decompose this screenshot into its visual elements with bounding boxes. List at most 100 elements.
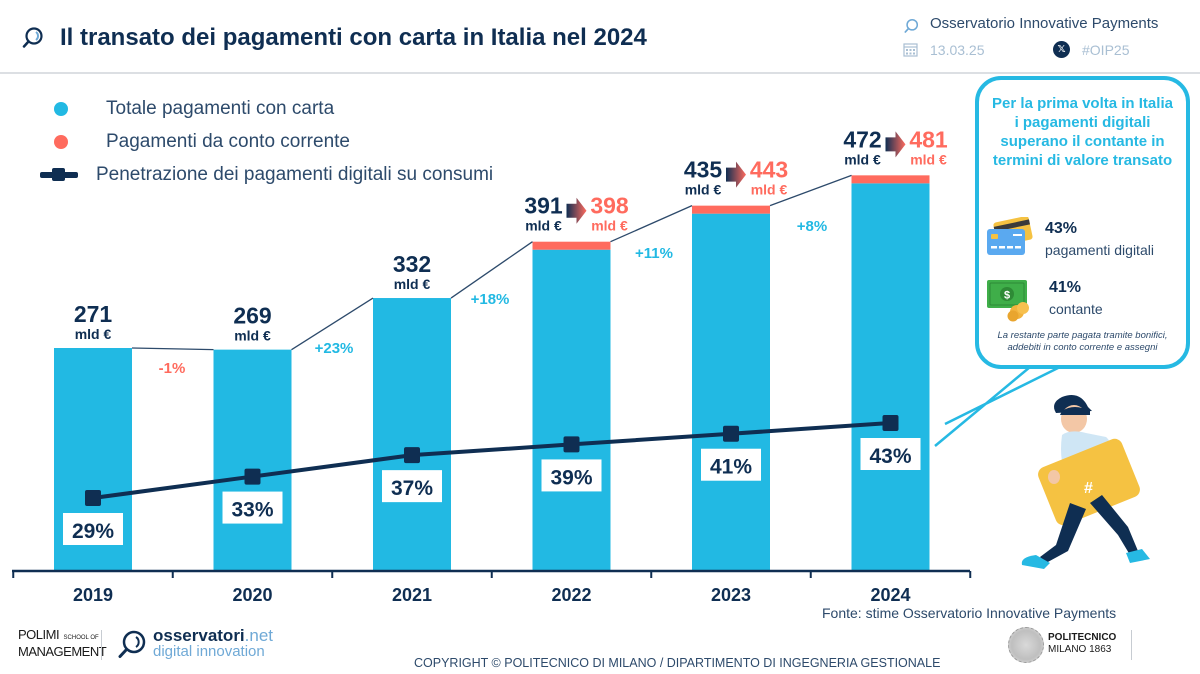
bar-unit-label: mld € <box>234 328 271 344</box>
hashtag[interactable]: #OIP25 <box>1082 42 1130 58</box>
copyright: COPYRIGHT © POLITECNICO DI MILANO / DIPA… <box>414 656 941 670</box>
svg-text:$: $ <box>1004 290 1010 302</box>
legend-item-penetration: Penetrazione dei pagamenti digitali su c… <box>40 158 493 191</box>
polimi-logo-line2: MANAGEMENT <box>18 644 107 659</box>
penetration-label: 29% <box>72 520 114 543</box>
penetration-label: 39% <box>550 466 592 489</box>
date: 13.03.25 <box>930 42 985 58</box>
bar-value-label: 472 <box>843 126 881 152</box>
politecnico-seal-icon <box>1008 627 1044 663</box>
penetration-marker <box>85 490 101 506</box>
bar-unit-label: mld € <box>75 326 112 342</box>
magnifier-logo-icon <box>22 27 43 48</box>
callout-title: Per la prima volta in Italia i pagamenti… <box>992 95 1173 169</box>
growth-label: +23% <box>315 340 354 357</box>
x-logo-icon[interactable]: 𝕏 <box>1053 41 1070 58</box>
penetration-marker <box>723 425 739 442</box>
footer-divider <box>1131 630 1132 660</box>
bar-value-label: 391 <box>524 193 563 219</box>
footer-divider <box>101 630 102 660</box>
bar-unit-label: mld € <box>685 182 722 198</box>
penetration-label-box <box>382 470 442 503</box>
stat-digital-label: pagamenti digitali <box>1045 242 1154 258</box>
penetration-label: 37% <box>391 477 433 500</box>
penetration-label-box <box>701 448 761 481</box>
total-unit-label: mld € <box>910 151 947 167</box>
stat-cash-label: contante <box>1049 301 1103 317</box>
growth-label: +11% <box>635 245 673 262</box>
penetration-label: 43% <box>869 445 911 468</box>
legend-dot-blue-icon <box>54 101 68 116</box>
penetration-marker <box>244 468 261 485</box>
header: Il transato dei pagamenti con carta in I… <box>0 0 1200 74</box>
legend: Totale pagamenti con carta Pagamenti da … <box>40 92 493 191</box>
penetration-label-box <box>222 491 283 524</box>
politecnico-name: POLITECNICO <box>1048 632 1117 643</box>
legend-label: Penetrazione dei pagamenti digitali su c… <box>96 163 494 185</box>
bar-total-cards <box>532 249 611 570</box>
cash-icon: $ <box>987 280 1029 322</box>
bar-value-label: 435 <box>684 157 723 183</box>
bar-total-cards <box>692 213 770 570</box>
polimi-school-logo[interactable]: POLIMI SCHOOL OF MANAGEMENT <box>18 627 107 659</box>
penetration-label: 41% <box>710 456 752 479</box>
bar-value-label: 271 <box>74 301 113 327</box>
x-tick-label: 2024 <box>870 585 910 605</box>
bar-account-payments <box>851 175 930 184</box>
person-carrying-card-illustration: # <box>1021 394 1150 569</box>
arrow-icon <box>726 161 746 188</box>
osservatori-logo-text[interactable]: osservatori.net <box>153 627 273 644</box>
legend-item-account-payments: Pagamenti da conto corrente <box>40 125 493 158</box>
total-with-account-label: 398 <box>590 193 629 219</box>
penetration-label-box <box>860 438 921 470</box>
x-tick-label: 2021 <box>392 585 432 605</box>
total-unit-label: mld € <box>751 182 788 198</box>
penetration-label-box <box>63 513 123 545</box>
bar-value-label: 332 <box>393 251 431 277</box>
penetration-label: 33% <box>231 499 273 522</box>
total-with-account-label: 443 <box>750 157 788 183</box>
growth-connector-line <box>291 297 374 351</box>
osservatori-subtitle: digital innovation <box>153 643 265 660</box>
penetration-label-box <box>541 459 602 492</box>
bar-total-cards <box>373 298 451 570</box>
arrow-icon <box>566 197 587 224</box>
penetration-line <box>92 421 891 500</box>
bar-account-payments <box>692 205 770 214</box>
bar-unit-label: mld € <box>844 151 881 167</box>
growth-label: +8% <box>797 218 827 235</box>
total-with-account-label: 481 <box>909 126 948 152</box>
x-tick-label: 2022 <box>551 585 591 605</box>
politecnico-subtitle: MILANO 1863 <box>1048 644 1112 655</box>
calendar-icon <box>903 43 918 57</box>
growth-connector-line <box>610 205 693 243</box>
legend-dot-red-icon <box>54 134 68 149</box>
callout-bubble: Per la prima volta in Italia i pagamenti… <box>975 76 1190 369</box>
growth-label: +18% <box>471 291 510 308</box>
penetration-marker <box>404 447 420 464</box>
legend-line-marker-icon <box>40 167 78 181</box>
legend-label: Pagamenti da conto corrente <box>106 130 350 152</box>
polimi-logo-small: SCHOOL OF <box>63 635 99 641</box>
bar-value-label: 269 <box>233 303 271 329</box>
bar-unit-label: mld € <box>525 218 562 234</box>
osservatori-tld: .net <box>244 626 274 645</box>
svg-text:#: # <box>1084 480 1093 497</box>
legend-label: Totale pagamenti con carta <box>106 97 335 119</box>
bar-total-cards <box>851 183 930 570</box>
legend-item-total-cards: Totale pagamenti con carta <box>40 92 493 125</box>
x-tick-label: 2023 <box>711 585 751 605</box>
osservatori-logo-icon <box>118 630 146 658</box>
penetration-marker <box>563 436 580 453</box>
organization-name: Osservatorio Innovative Payments <box>930 15 1159 32</box>
growth-connector-line <box>450 241 533 299</box>
bar-total-cards <box>213 349 292 570</box>
penetration-marker <box>882 415 899 431</box>
stat-cash-value: 41% <box>1049 279 1082 296</box>
polimi-logo-line1: POLIMI <box>18 627 60 642</box>
x-tick-label: 2019 <box>73 585 113 605</box>
callout-note: La restante parte pagata tramite bonific… <box>997 330 1168 353</box>
x-tick-label: 2020 <box>232 585 272 605</box>
growth-connector-line <box>769 174 852 207</box>
